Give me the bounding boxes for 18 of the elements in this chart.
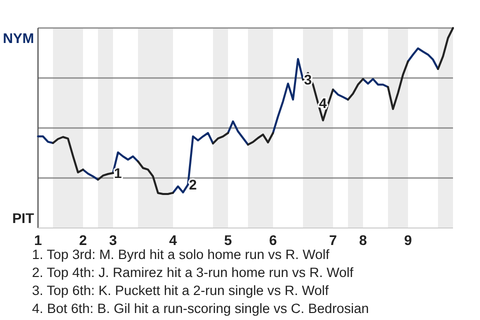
x-tick-label: 7: [329, 232, 338, 248]
x-tick-label: 2: [79, 232, 88, 248]
text: 4. Bot 6th: B. Gil hit a run-scoring single vs C. Bedrosian: [32, 301, 369, 316]
x-tick-label: 4: [169, 232, 178, 248]
x-tick-label: 3: [109, 232, 118, 248]
x-tick-label: 8: [359, 232, 368, 248]
x-tick-label: 9: [404, 232, 412, 248]
text: 2. Top 4th: J. Ramirez hit a 3-run home run vs R. Wolf: [32, 265, 354, 280]
text: 3. Top 6th: K. Puckett hit a 2-run single vs R. Wolf: [32, 283, 329, 298]
text: 1. Top 3rd: M. Byrd hit a solo home run vs R. Wolf: [32, 247, 330, 262]
annotation: 1: [114, 164, 122, 181]
text: PIT: [12, 210, 34, 226]
x-tick-label: 1: [34, 232, 42, 248]
x-tick-label: 6: [269, 232, 278, 248]
text: NYM: [2, 30, 34, 46]
annotation: 2: [189, 176, 197, 192]
annotation: 4: [319, 94, 327, 111]
x-tick-label: 5: [224, 232, 232, 248]
